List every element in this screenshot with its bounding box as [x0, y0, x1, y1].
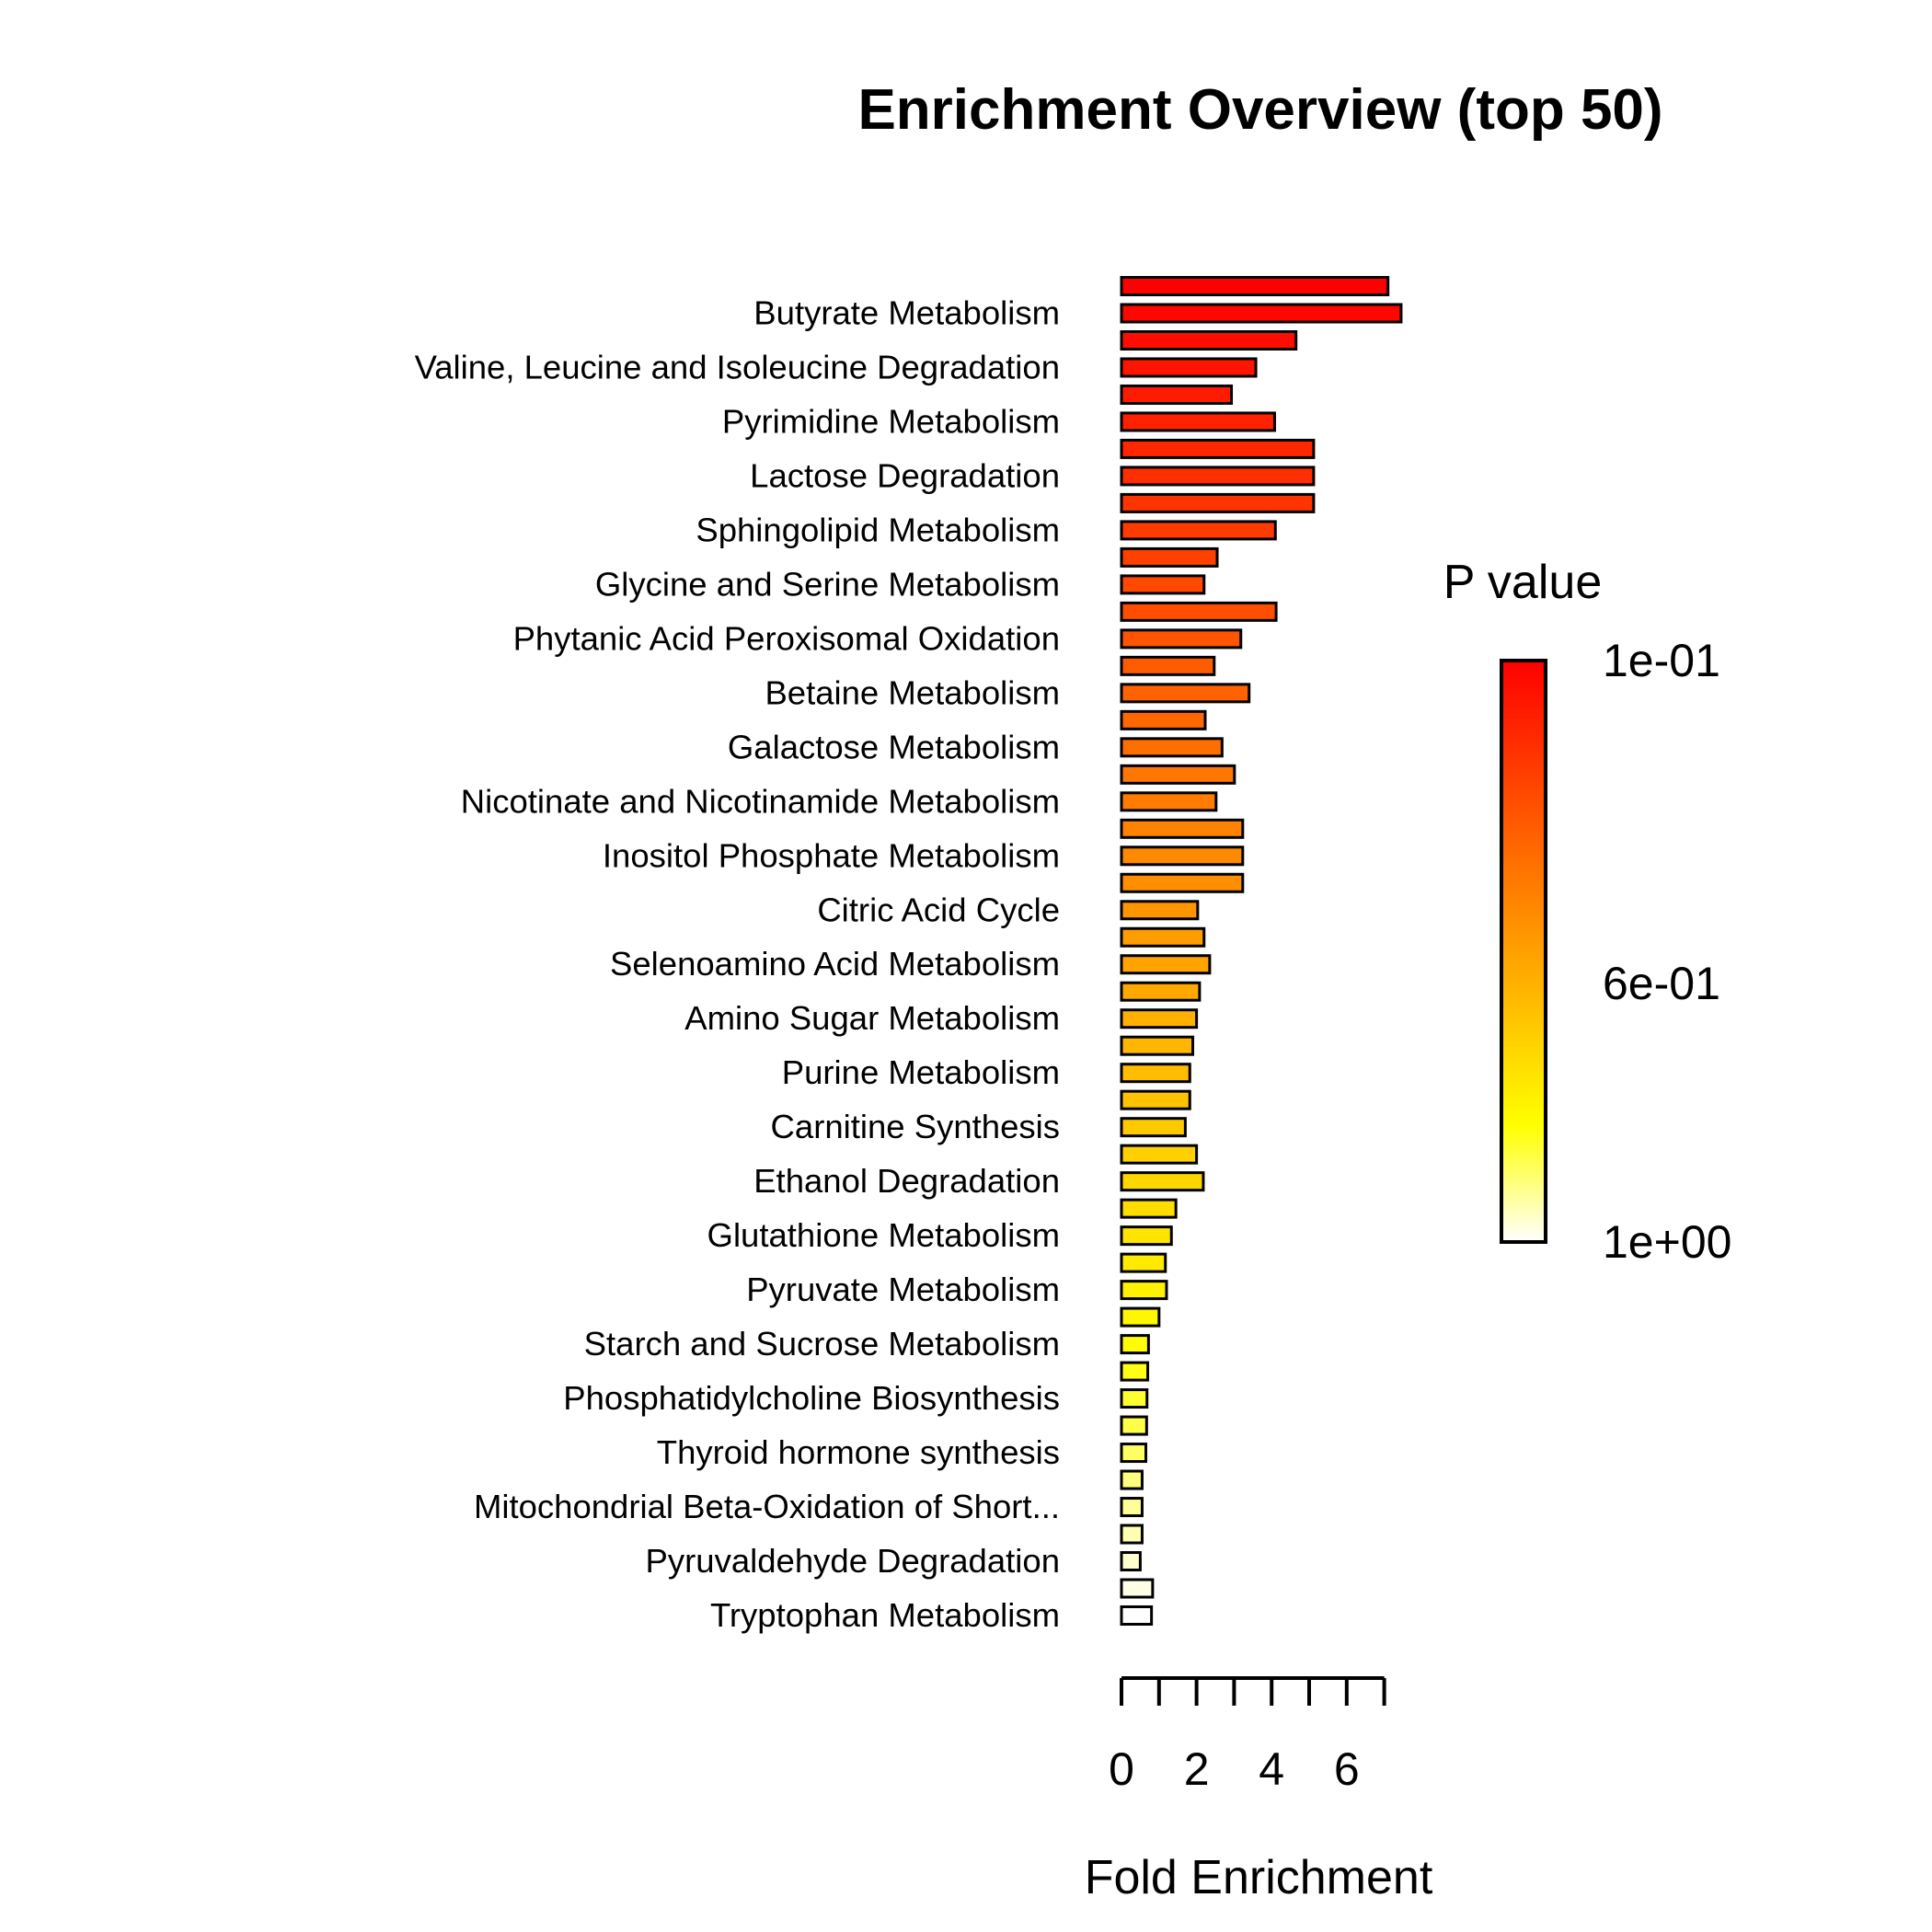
category-label: Purine Metabolism — [782, 1053, 1060, 1091]
x-tick-label: 4 — [1259, 1743, 1284, 1795]
bar — [1120, 954, 1212, 975]
legend: P value 1e-01 6e-01 1e+00 — [1443, 556, 1732, 1268]
category-label: Lactose Degradation — [750, 456, 1060, 494]
category-label: Carnitine Synthesis — [771, 1108, 1060, 1145]
bar — [1120, 466, 1316, 487]
bar — [1120, 329, 1298, 351]
legend-label: 1e-01 — [1603, 635, 1720, 686]
category-label: Galactose Metabolism — [728, 728, 1060, 765]
bar — [1120, 492, 1316, 513]
category-label: Mitochondrial Beta-Oxidation of Short... — [474, 1488, 1060, 1525]
bar — [1120, 601, 1278, 622]
bar — [1120, 764, 1236, 785]
bar — [1120, 1089, 1191, 1110]
legend-color-bar — [1500, 659, 1547, 1244]
category-labels: Butyrate Metabolism Valine, Leucine and I… — [415, 293, 1060, 1634]
bar — [1120, 1415, 1148, 1436]
category-label: Ethanol Degradation — [753, 1162, 1060, 1200]
category-label: Inositol Phosphate Metabolism — [603, 836, 1060, 874]
bar — [1120, 1388, 1149, 1409]
category-label: Glycine and Serine Metabolism — [595, 565, 1060, 603]
category-label: Pyruvaldehyde Degradation — [646, 1542, 1060, 1580]
category-label: Amino Sugar Metabolism — [684, 999, 1060, 1037]
category-label: Butyrate Metabolism — [753, 293, 1060, 331]
bar — [1120, 1578, 1155, 1599]
bar — [1120, 1334, 1150, 1355]
bar — [1120, 900, 1200, 921]
bar — [1120, 926, 1206, 948]
category-label: Tryptophan Metabolism — [710, 1596, 1060, 1634]
bar — [1120, 791, 1218, 812]
legend-label: 1e+00 — [1603, 1216, 1731, 1268]
bar — [1120, 1497, 1144, 1518]
bar — [1120, 1469, 1144, 1490]
bar — [1120, 1551, 1142, 1572]
bar — [1120, 1008, 1199, 1029]
bar — [1120, 1035, 1195, 1056]
bar — [1120, 1443, 1148, 1464]
bar — [1120, 818, 1245, 839]
category-label: Phosphatidylcholine Biosynthesis — [563, 1379, 1060, 1417]
bar — [1120, 384, 1234, 405]
x-tick-label: 2 — [1184, 1743, 1210, 1795]
category-label: Citric Acid Cycle — [817, 891, 1060, 928]
legend-title: P value — [1443, 556, 1603, 609]
bar — [1120, 845, 1245, 867]
bar — [1120, 1361, 1150, 1382]
bar — [1120, 1524, 1144, 1545]
bar — [1120, 1605, 1154, 1626]
bar — [1120, 1280, 1168, 1301]
bar — [1120, 1306, 1161, 1328]
bar — [1120, 709, 1207, 730]
category-label: Pyruvate Metabolism — [746, 1271, 1060, 1308]
bar — [1120, 737, 1224, 758]
bar — [1120, 1252, 1167, 1273]
x-tick-label: 0 — [1109, 1743, 1134, 1795]
bar — [1120, 872, 1245, 893]
bar — [1120, 276, 1390, 296]
legend-label: 6e-01 — [1603, 958, 1720, 1009]
bar — [1120, 1198, 1178, 1219]
category-label: Glutathione Metabolism — [707, 1216, 1060, 1254]
category-label: Sphingolipid Metabolism — [696, 511, 1060, 548]
bar — [1120, 1117, 1187, 1138]
bar — [1120, 357, 1258, 378]
bar — [1120, 683, 1251, 704]
category-label: Betaine Metabolism — [765, 673, 1060, 711]
category-label: Pyrimidine Metabolism — [722, 402, 1060, 440]
category-label: Nicotinate and Nicotinamide Metabolism — [461, 782, 1060, 820]
bar — [1120, 546, 1219, 568]
bar — [1120, 1144, 1199, 1165]
chart-title: Enrichment Overview (top 50) — [857, 78, 1662, 142]
bar — [1120, 574, 1206, 595]
bar — [1120, 981, 1202, 1002]
bar — [1120, 520, 1277, 541]
x-tick-label: 6 — [1334, 1743, 1360, 1795]
category-label: Selenoamino Acid Metabolism — [610, 945, 1060, 983]
bar — [1120, 1063, 1191, 1084]
bar — [1120, 1171, 1205, 1192]
bar — [1120, 438, 1316, 459]
bar — [1120, 303, 1403, 324]
category-label: Phytanic Acid Peroxisomal Oxidation — [513, 619, 1060, 657]
bar — [1120, 655, 1216, 676]
bar — [1120, 411, 1276, 432]
bar — [1120, 628, 1243, 650]
legend-labels: 1e-01 6e-01 1e+00 — [1603, 635, 1731, 1268]
category-label: Starch and Sucrose Metabolism — [584, 1325, 1060, 1363]
bar — [1120, 1225, 1173, 1247]
x-axis-title: Fold Enrichment — [1085, 1851, 1433, 1904]
category-label: Thyroid hormone synthesis — [657, 1433, 1060, 1471]
category-label: Valine, Leucine and Isoleucine Degradati… — [415, 348, 1060, 385]
bars — [1120, 276, 1403, 1626]
